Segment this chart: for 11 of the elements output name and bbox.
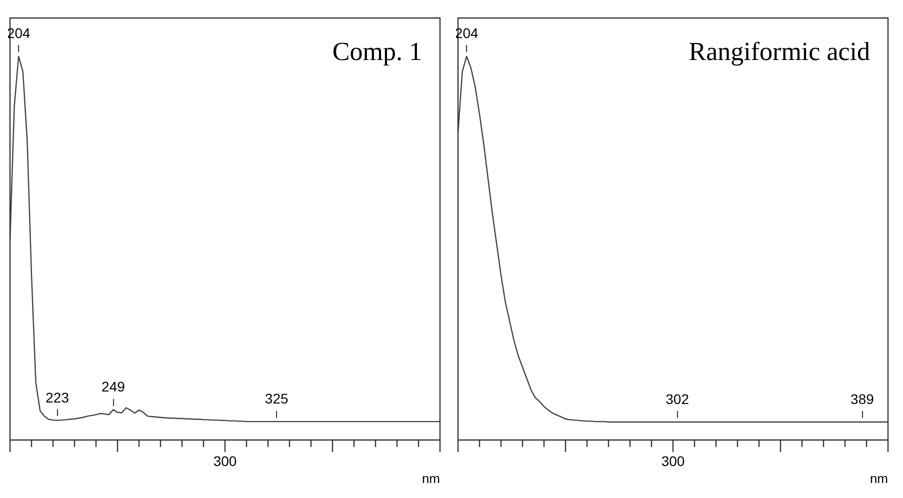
x-axis-title: nm <box>870 471 888 486</box>
x-tick-label: 389 <box>850 390 874 407</box>
chart-title: Rangiformic acid <box>688 36 870 66</box>
text: 300 <box>661 452 685 469</box>
text: 300 <box>213 452 237 469</box>
x-axis-title: nm <box>422 471 440 486</box>
x-tick-label: 223 <box>46 389 70 406</box>
chart-title: Comp. 1 <box>332 36 422 66</box>
x-tick-label: 249 <box>102 378 126 395</box>
x-tick-label: 302 <box>666 390 690 407</box>
x-tick-label: 325 <box>264 390 288 406</box>
